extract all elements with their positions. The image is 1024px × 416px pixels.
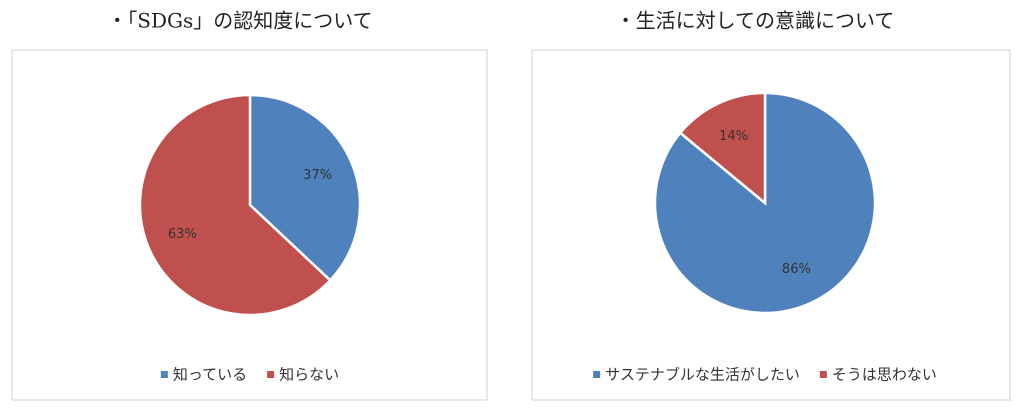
legend-marker bbox=[819, 371, 827, 378]
chart-title: ・「SDGs」の認知度について bbox=[107, 9, 372, 33]
legend-marker bbox=[160, 371, 168, 378]
data-label: 63% bbox=[168, 227, 197, 242]
data-label: 86% bbox=[782, 262, 811, 277]
legend-label: 知っている bbox=[173, 366, 247, 384]
legend-label: 知らない bbox=[279, 366, 339, 384]
data-label: 37% bbox=[303, 168, 332, 183]
legend-label: サステナブルな生活がしたい bbox=[605, 366, 800, 384]
pie-slice bbox=[248, 93, 362, 283]
legend-marker bbox=[593, 371, 601, 378]
data-label: 14% bbox=[719, 129, 748, 144]
chart-title: ・生活に対しての意識について bbox=[616, 9, 895, 33]
pie-slice bbox=[678, 91, 767, 206]
legend-label: そうは思わない bbox=[832, 366, 937, 384]
legend-marker bbox=[267, 371, 275, 378]
pie-slice bbox=[138, 93, 332, 317]
